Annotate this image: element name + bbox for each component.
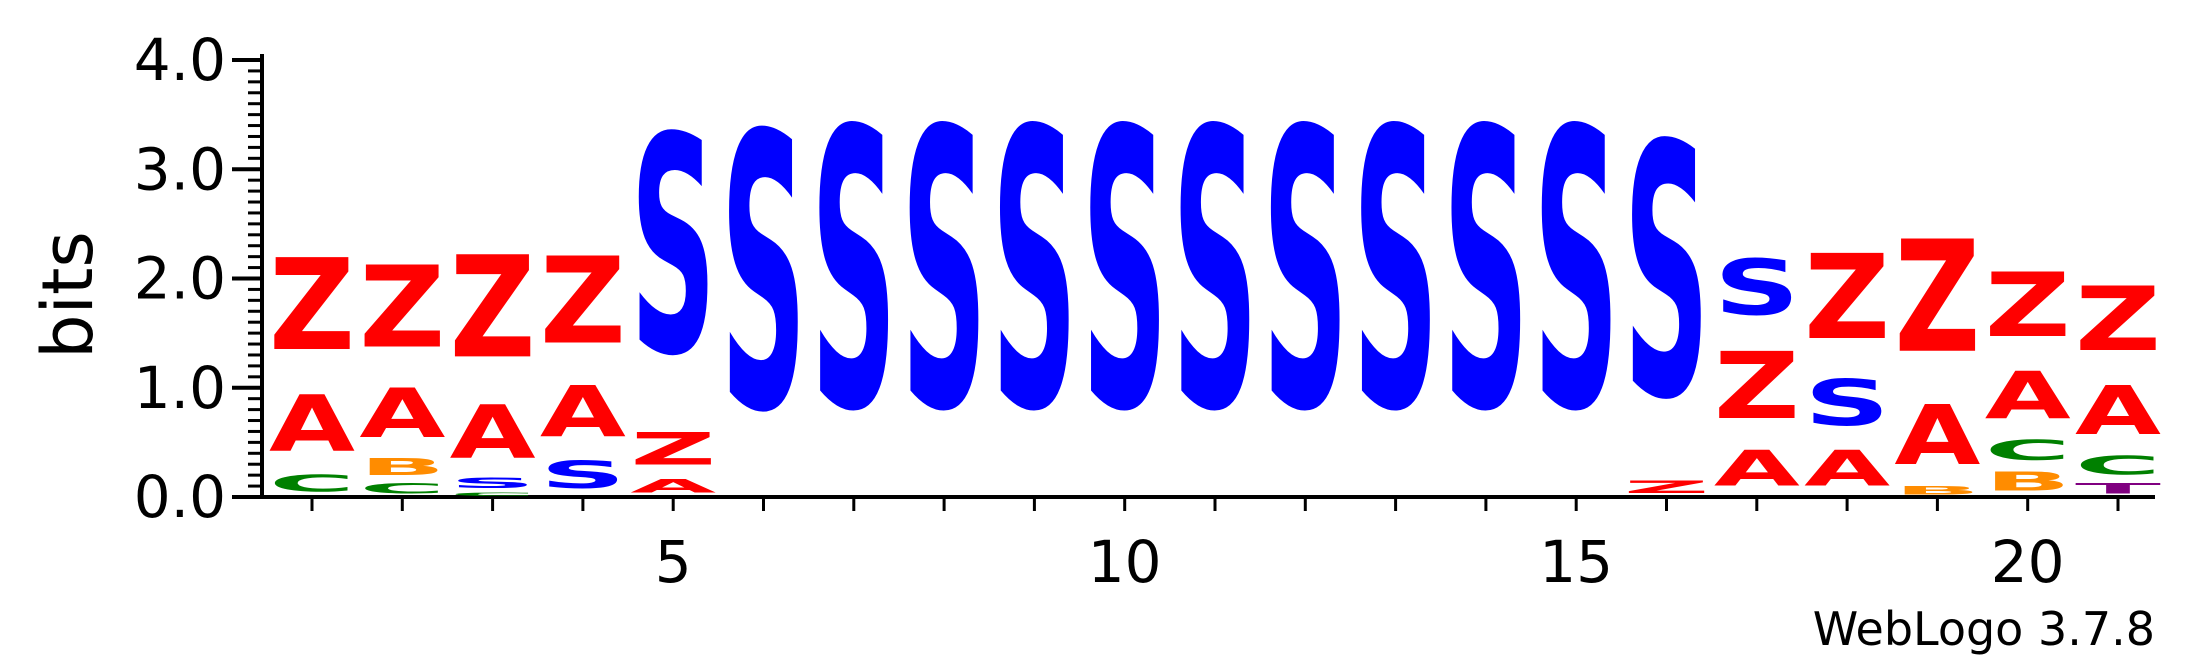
logo-letter-Z-pos21: Z <box>2075 268 2161 371</box>
y-axis: 0.0 1.0 2.0 3.0 4.0 <box>134 26 264 531</box>
logo-letter-C-pos21: C <box>2075 450 2161 480</box>
footer-credit: WebLogo 3.7.8 <box>1813 602 2155 656</box>
logo-letter-Z-pos4: Z <box>540 232 626 372</box>
logo-letter-S-pos16: S <box>1624 73 1710 477</box>
logo-letter-Z-pos19: Z <box>1894 208 1980 387</box>
logo-letter-S-pos13: S <box>1353 50 1439 496</box>
x-axis: 5 10 15 20 <box>262 495 2155 596</box>
y-tick-label: 1.0 <box>134 354 226 422</box>
y-tick-label: 2.0 <box>134 245 226 313</box>
x-tick-label: 5 <box>655 528 692 596</box>
logo-letter-S-pos17: S <box>1714 244 1800 333</box>
y-axis-label: bits <box>27 231 109 359</box>
logo-letter-Z-pos3: Z <box>450 227 536 390</box>
logo-letter-B-pos2: B <box>359 454 445 481</box>
x-tick-label: 20 <box>1991 528 2065 596</box>
logo-letter-S-pos7: S <box>811 50 897 496</box>
logo-letter-A-pos18: A <box>1804 441 1890 498</box>
logo-letter-S-pos11: S <box>1172 50 1258 496</box>
logo-letter-Z-pos2: Z <box>359 244 445 374</box>
logo-letter-Z-pos20: Z <box>1985 254 2071 357</box>
logo-letter-S-pos3: S <box>450 475 536 491</box>
logo-letter-A-pos21: A <box>2075 372 2161 450</box>
logo-letter-S-pos14: S <box>1443 50 1529 496</box>
logo-letter-A-pos3: A <box>450 391 536 476</box>
logo-letter-S-pos9: S <box>991 50 1077 496</box>
logo-letter-A-pos4: A <box>540 372 626 453</box>
logo-letter-B-pos20: B <box>1985 467 2071 497</box>
y-tick-label: 4.0 <box>134 26 226 94</box>
logo-letter-S-pos6: S <box>721 57 807 497</box>
x-tick-label: 10 <box>1088 528 1162 596</box>
logo-letter-S-pos4: S <box>540 453 626 496</box>
logo-letter-C-pos1: C <box>269 470 355 497</box>
y-tick-label: 3.0 <box>134 135 226 203</box>
logo-letter-S-pos8: S <box>901 50 987 496</box>
y-tick-label: 0.0 <box>134 463 226 531</box>
logo-letter-Z-pos5: Z <box>630 423 716 475</box>
logo-letter-S-pos12: S <box>1262 50 1348 496</box>
logo-letter-S-pos15: S <box>1533 50 1619 496</box>
logo-letter-S-pos10: S <box>1082 50 1168 496</box>
logo-letter-A-pos20: A <box>1985 358 2072 434</box>
logo-letter-Z-pos1: Z <box>269 231 355 378</box>
logo-letter-T-pos21: T <box>2075 481 2161 497</box>
logo-letter-S-pos18: S <box>1804 366 1890 440</box>
logo-letter-Z-pos18: Z <box>1804 230 1890 366</box>
x-tick-label: 15 <box>1539 528 1613 596</box>
logo-letter-C-pos2: C <box>359 481 445 497</box>
logo-letter-A-pos2: A <box>359 373 445 453</box>
logo-letter-A-pos1: A <box>269 379 355 470</box>
logo-letter-S-pos5: S <box>630 74 716 422</box>
logo-letter-C-pos3: C <box>450 492 536 497</box>
logo-letter-Z-pos16: Z <box>1623 477 1709 497</box>
logo-letter-Z-pos17: Z <box>1714 334 1800 440</box>
logo-letter-A-pos17: A <box>1714 441 1800 498</box>
logo-letter-B-pos19: B <box>1894 484 1980 497</box>
logo-letter-A-pos5: A <box>630 475 716 497</box>
logo-letter-A-pos19: A <box>1894 388 1980 484</box>
logo-letter-C-pos20: C <box>1985 434 2071 467</box>
